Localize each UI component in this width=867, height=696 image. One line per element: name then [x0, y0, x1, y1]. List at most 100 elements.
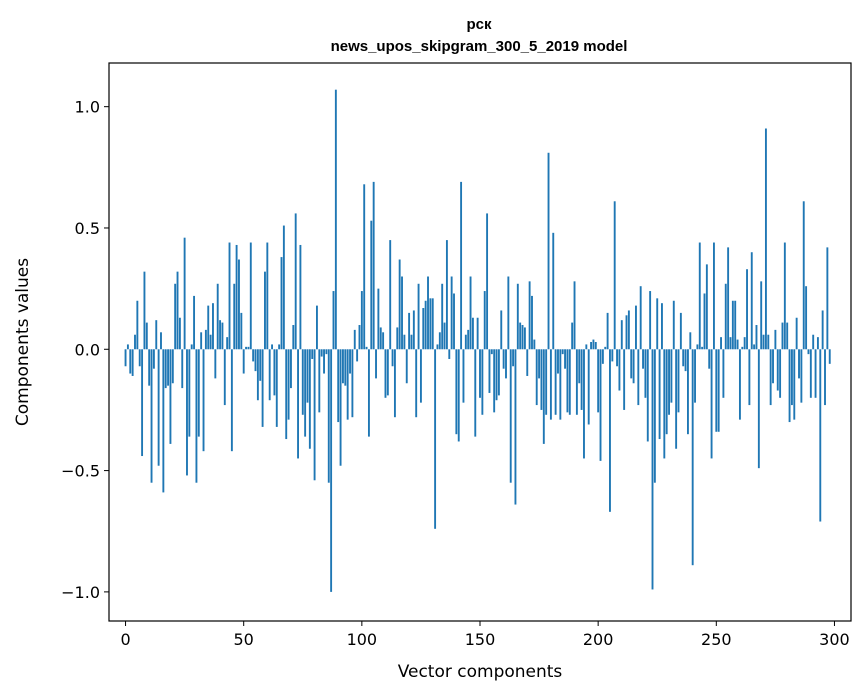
bar-50 — [242, 349, 245, 374]
bar-201 — [599, 349, 602, 461]
chart-title-line-2: news_upos_skipgram_300_5_2019 model — [331, 38, 628, 55]
bar-248 — [710, 349, 713, 459]
bar-2 — [129, 349, 132, 374]
bar-167 — [519, 322, 522, 350]
bar-113 — [391, 349, 394, 367]
bar-123 — [415, 349, 418, 418]
bar-4 — [134, 334, 136, 350]
bar-138 — [450, 276, 453, 350]
bar-217 — [637, 349, 640, 406]
bar-153 — [486, 213, 489, 350]
bar-39 — [216, 283, 219, 350]
bar-222 — [649, 291, 652, 350]
bar-182 — [554, 349, 557, 415]
bar-267 — [755, 325, 758, 350]
bar-16 — [162, 349, 165, 493]
bar-112 — [389, 240, 392, 350]
bar-287 — [802, 201, 805, 350]
bar-258 — [734, 300, 737, 350]
bar-206 — [611, 349, 614, 362]
bar-56 — [256, 349, 259, 401]
bar-21 — [174, 283, 177, 350]
bar-61 — [268, 349, 271, 401]
bar-128 — [427, 276, 429, 350]
bar-163 — [509, 349, 512, 483]
bar-207 — [613, 201, 616, 350]
bar-255 — [727, 247, 730, 350]
bar-238 — [687, 349, 689, 435]
bar-127 — [424, 300, 427, 350]
bar-232 — [672, 300, 675, 350]
bar-7 — [141, 349, 144, 457]
bar-136 — [445, 240, 448, 350]
bar-292 — [814, 349, 817, 398]
bar-105 — [372, 181, 375, 350]
bar-220 — [644, 349, 647, 398]
bar-244 — [701, 346, 704, 350]
bar-108 — [379, 327, 382, 350]
bar-32 — [200, 332, 203, 350]
bar-121 — [410, 334, 413, 350]
y-axis-label: Components values — [13, 258, 33, 426]
bar-275 — [774, 329, 777, 350]
bar-250 — [715, 349, 718, 432]
bar-65 — [278, 344, 281, 350]
bar-157 — [495, 349, 498, 401]
bar-265 — [750, 252, 753, 350]
bar-183 — [557, 349, 559, 374]
x-tick-label: 250 — [701, 630, 732, 649]
bar-170 — [526, 349, 529, 376]
bar-286 — [800, 349, 803, 403]
bar-92 — [342, 349, 344, 384]
bar-64 — [275, 349, 278, 427]
bar-235 — [679, 312, 682, 350]
bar-194 — [583, 349, 585, 459]
bar-192 — [578, 349, 581, 384]
bar-55 — [254, 349, 257, 372]
bar-81 — [316, 305, 318, 350]
bar-173 — [533, 339, 536, 350]
bar-198 — [592, 339, 595, 350]
bar-68 — [285, 349, 288, 440]
bar-8 — [143, 271, 146, 350]
bar-115 — [396, 327, 399, 350]
bar-23 — [178, 317, 181, 350]
bar-131 — [434, 349, 437, 529]
bar-111 — [386, 349, 389, 396]
bar-212 — [625, 315, 628, 350]
bar-288 — [805, 286, 808, 350]
bar-6 — [138, 349, 141, 367]
bar-231 — [670, 349, 673, 403]
bar-213 — [627, 310, 630, 350]
bar-216 — [635, 305, 637, 350]
bar-94 — [346, 349, 349, 420]
bar-31 — [197, 349, 200, 437]
bar-132 — [436, 344, 439, 350]
bar-166 — [516, 283, 519, 350]
bar-268 — [757, 349, 760, 469]
bar-135 — [443, 322, 446, 350]
bar-66 — [280, 257, 283, 350]
bar-142 — [460, 181, 463, 350]
bar-264 — [748, 349, 751, 406]
bar-164 — [512, 349, 515, 367]
bar-228 — [663, 349, 666, 459]
bar-13 — [155, 320, 158, 350]
bar-69 — [287, 349, 290, 420]
x-tick-label: 50 — [234, 630, 254, 649]
bar-109 — [382, 332, 385, 350]
bar-76 — [304, 349, 307, 437]
bar-252 — [720, 337, 722, 350]
bar-162 — [507, 276, 510, 350]
bar-63 — [273, 349, 276, 396]
bar-293 — [816, 337, 819, 350]
bar-144 — [464, 334, 467, 350]
bar-125 — [419, 349, 422, 403]
bar-130 — [431, 298, 434, 350]
bar-27 — [188, 349, 191, 437]
bar-44 — [228, 242, 231, 350]
bar-126 — [422, 308, 425, 350]
bar-171 — [528, 281, 531, 350]
bar-33 — [202, 349, 205, 452]
